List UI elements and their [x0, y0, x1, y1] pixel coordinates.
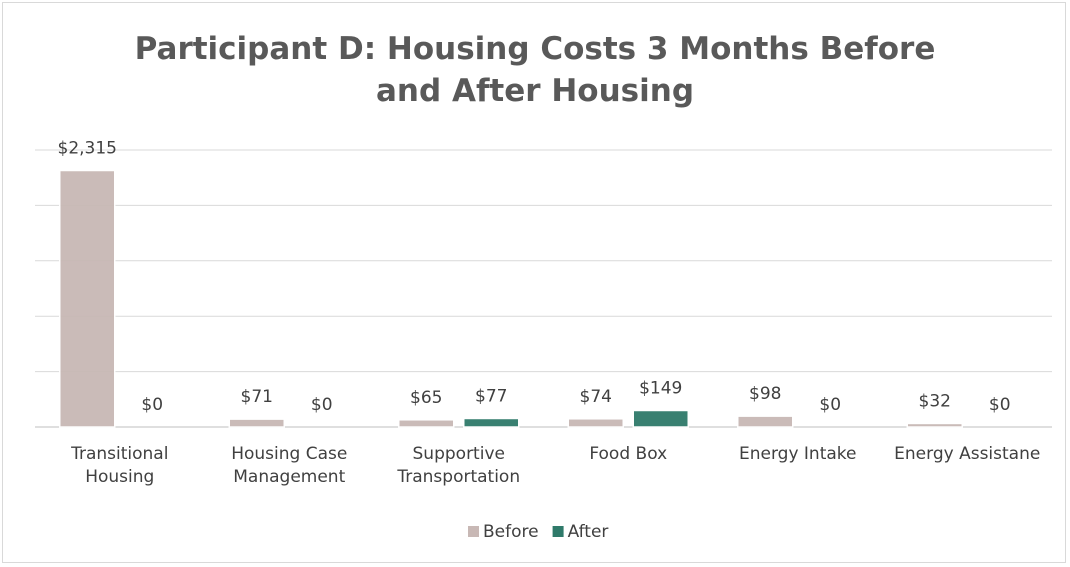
bar	[228, 418, 285, 428]
data-label: $2,315	[58, 138, 117, 158]
bar	[737, 415, 794, 428]
data-label: $98	[749, 384, 781, 404]
data-label: $77	[475, 386, 507, 406]
bar	[567, 418, 624, 428]
data-label: $32	[919, 391, 951, 411]
data-label: $65	[410, 388, 442, 408]
x-tick-label: Transitional Housing	[71, 444, 169, 487]
bar	[463, 417, 520, 428]
bar	[59, 169, 116, 428]
bar	[632, 409, 689, 428]
x-tick-label: Food Box	[589, 444, 668, 464]
data-label: $74	[580, 387, 612, 407]
data-label: $71	[241, 387, 273, 407]
legend-label: Before	[483, 522, 539, 542]
data-label: $0	[989, 395, 1011, 415]
x-tick-label: Supportive Transportation	[397, 444, 521, 487]
x-tick-label: Energy Intake	[739, 444, 857, 464]
legend-swatch	[468, 526, 479, 537]
bar	[398, 419, 455, 428]
legend-label: After	[568, 522, 609, 542]
x-tick-label: Energy Assistane	[894, 444, 1041, 464]
data-label: $149	[639, 378, 682, 398]
x-tick-label: Housing Case Management	[231, 444, 348, 487]
bar	[906, 422, 963, 428]
legend-swatch	[552, 526, 564, 537]
data-label: $0	[819, 395, 841, 415]
chart-title: Participant D: Housing Costs 3 Months Be…	[134, 31, 936, 109]
data-label: $0	[141, 395, 163, 415]
data-label: $0	[311, 395, 333, 415]
